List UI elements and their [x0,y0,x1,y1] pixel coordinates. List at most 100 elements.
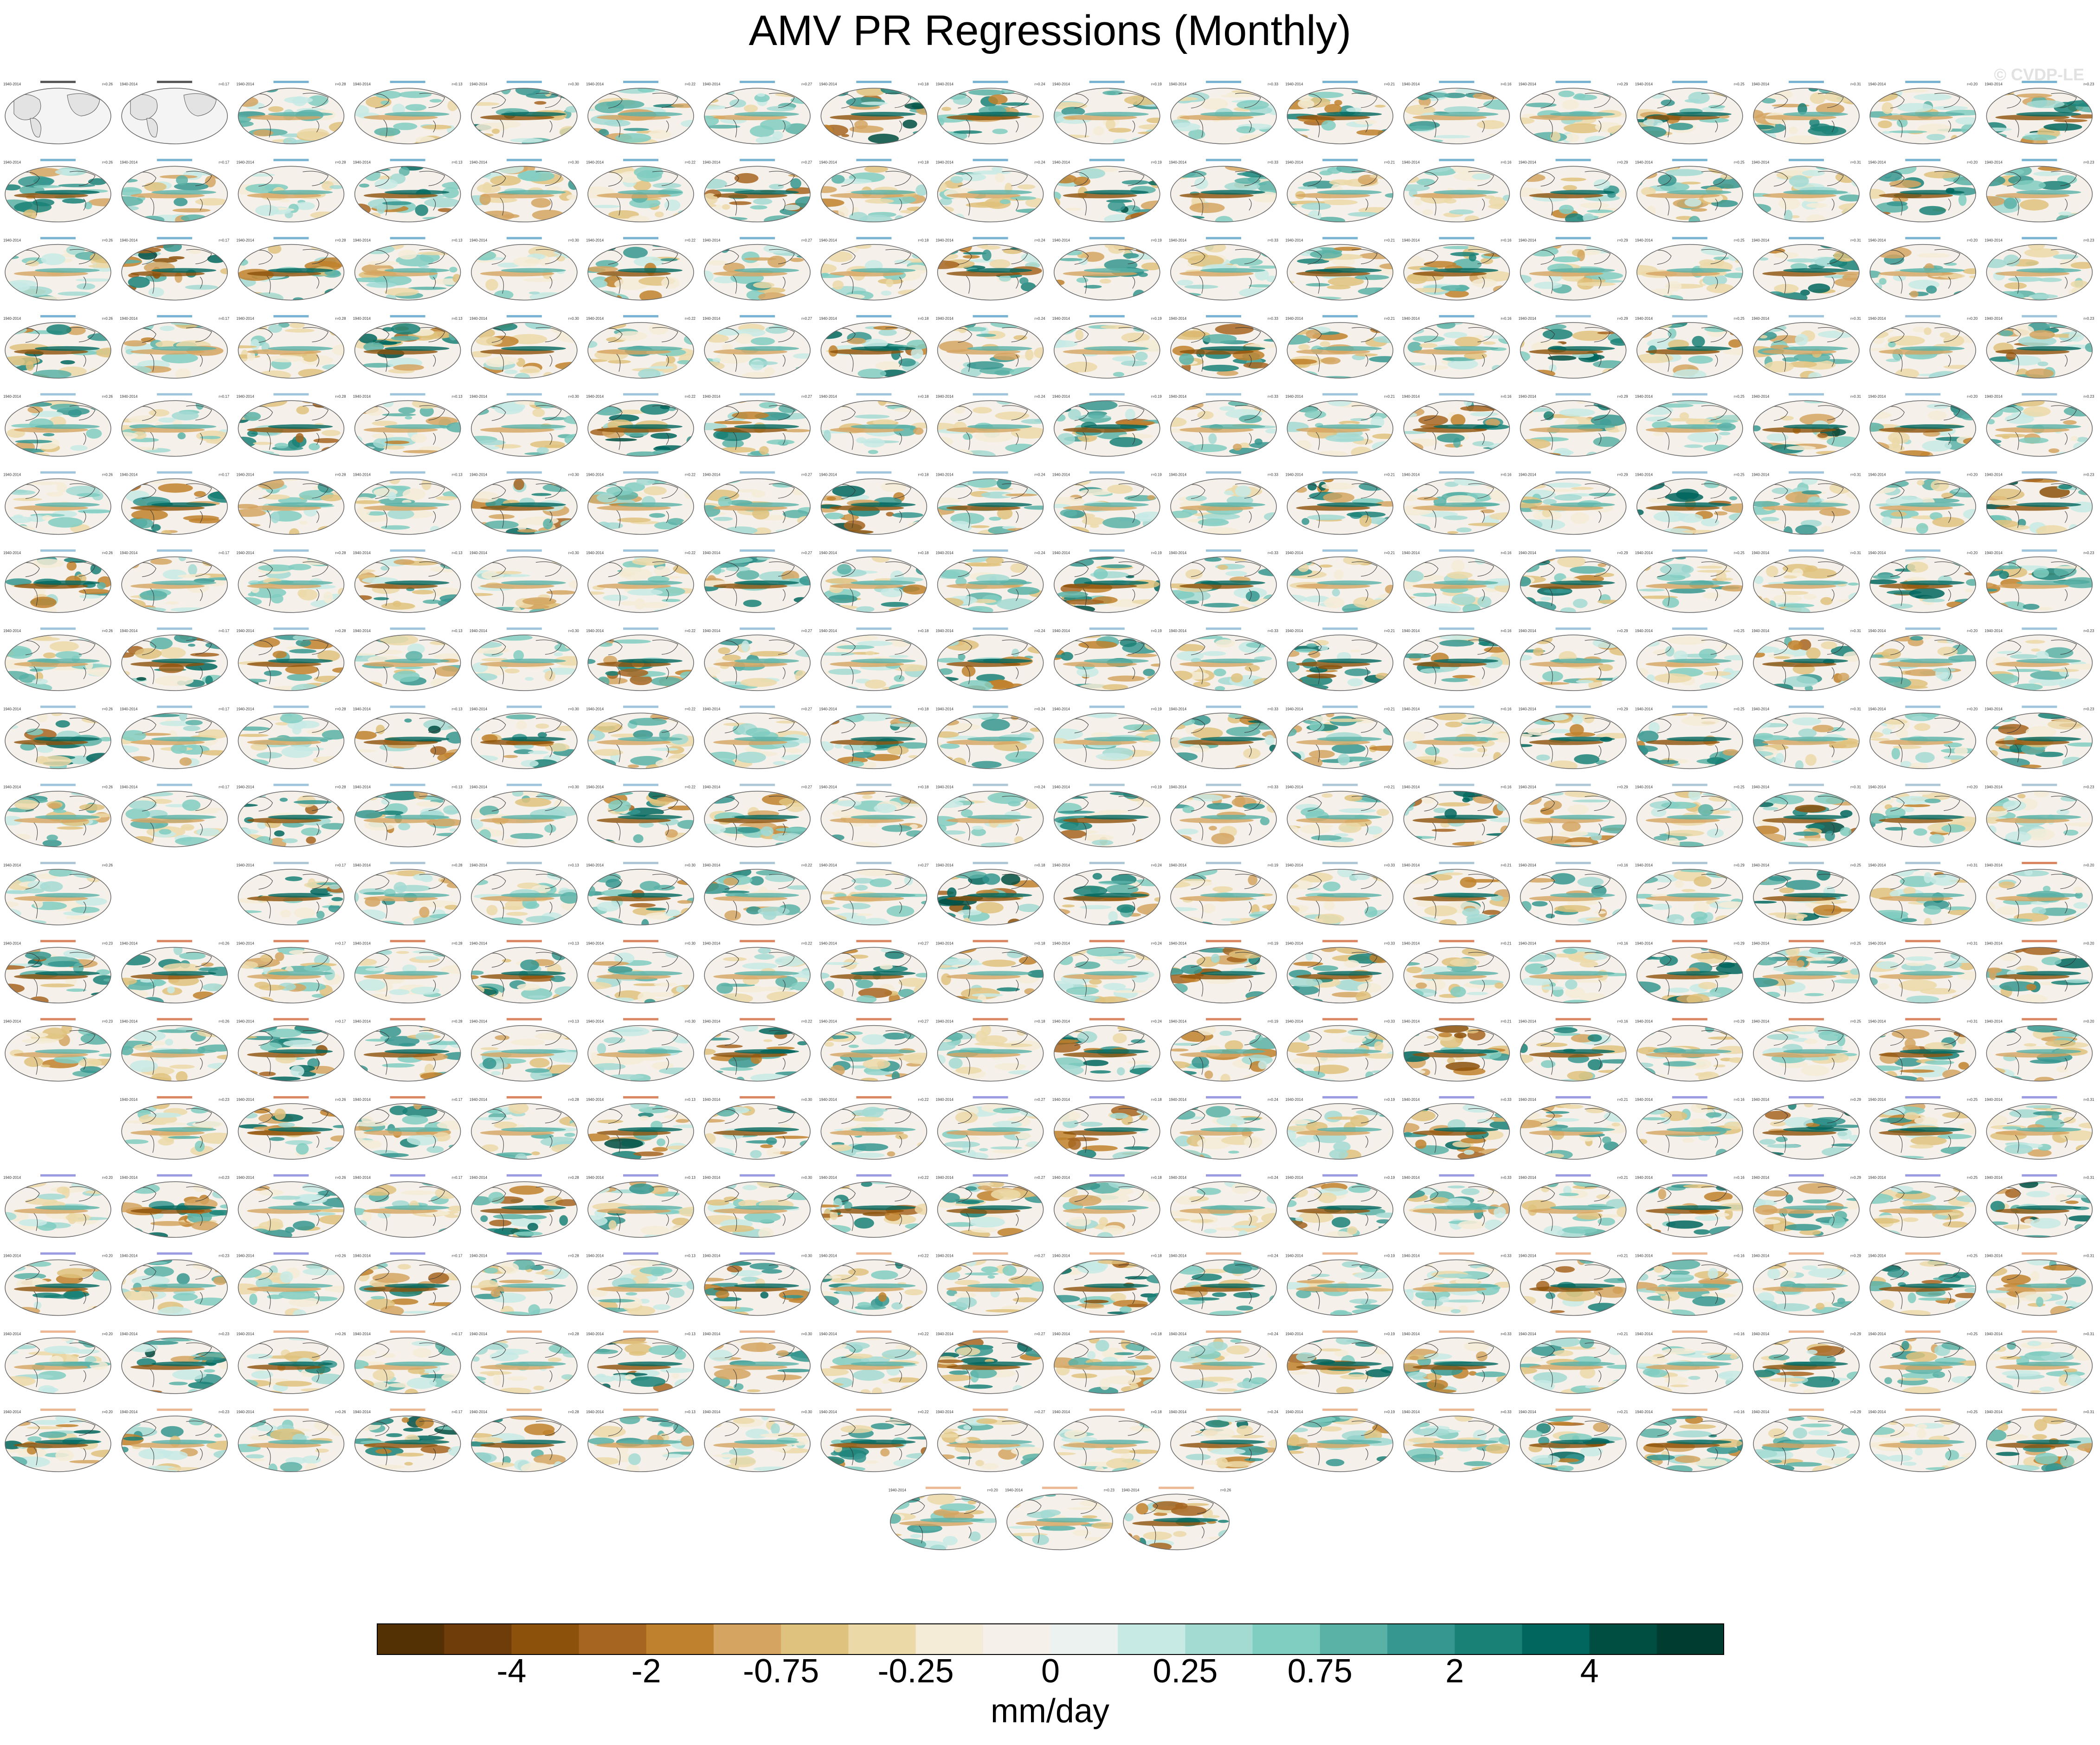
map-panel: 1940-2014 r=0.13 [353,159,463,223]
panel-correlation: r=0.21 [1384,82,1395,86]
panel-period: 1940-2014 [1984,551,2003,555]
panel-title [973,1252,1008,1255]
panel-period: 1940-2014 [1868,1176,1886,1180]
map-panel: 1940-2014 r=0.18 [1052,1096,1162,1160]
panel-period: 1940-2014 [1402,941,1420,945]
panel-period: 1940-2014 [120,473,138,477]
panel-period: 1940-2014 [936,785,954,789]
map-panel: 1940-2014 r=0.28 [236,705,346,769]
panel-title [1672,1409,1707,1411]
panel-period: 1940-2014 [1752,160,1770,164]
panel-period: 1940-2014 [1868,707,1886,711]
map-panel: 1940-2014 r=0.28 [353,940,463,1004]
panel-title [506,159,542,162]
map-panel: 1940-2014 r=0.17 [236,1018,346,1082]
map-panel: 1940-2014 r=0.16 [1402,783,1512,847]
panel-period: 1940-2014 [1402,473,1420,477]
panel-correlation: r=0.29 [1734,1020,1745,1024]
panel-period: 1940-2014 [3,239,21,243]
map-panel: 1940-2014 r=0.26 [120,940,230,1004]
panel-title [273,783,309,786]
panel-correlation: r=0.19 [1384,1254,1395,1258]
panel-period: 1940-2014 [1169,394,1187,399]
map-panel: 1940-2014 r=0.20 [3,1409,113,1472]
map-panel: 1940-2014 r=0.25 [1752,1018,1862,1082]
map-panel: 1940-2014 r=0.16 [1402,705,1512,769]
panel-correlation: r=0.30 [568,551,579,555]
map-panel: 1940-2014 r=0.28 [236,393,346,457]
panel-correlation: r=0.17 [452,1332,463,1336]
panel-correlation: r=0.31 [1850,785,1861,789]
panel-correlation: r=0.25 [1850,1020,1861,1024]
panel-period: 1940-2014 [1519,1020,1537,1024]
panel-title [1089,81,1125,83]
panel-correlation: r=0.29 [1617,317,1628,321]
panel-period: 1940-2014 [1752,1176,1770,1180]
panel-title [1322,1409,1358,1411]
map-panel: 1940-2014 r=0.23 [1984,549,2094,613]
panel-title [40,940,76,943]
panel-title [157,1018,193,1021]
panel-title [1439,1252,1475,1255]
panel-correlation: r=0.26 [102,82,113,86]
panel-correlation: r=0.24 [1268,1254,1278,1258]
panel-period: 1940-2014 [1984,1254,2003,1258]
panel-title [740,783,775,786]
panel-title [273,471,309,474]
panel-correlation: r=0.24 [1268,1332,1278,1336]
panel-title [1206,159,1241,162]
panel-title [390,393,425,396]
map-panel: 1940-2014 r=0.23 [120,1252,230,1316]
panel-correlation: r=0.26 [102,160,113,164]
panel-title [740,940,775,943]
panel-title [1322,1174,1358,1177]
panel-period: 1940-2014 [819,473,837,477]
panel-period: 1940-2014 [936,1410,954,1414]
panel-period: 1940-2014 [1519,160,1537,164]
panel-correlation: r=0.18 [918,629,928,633]
map-panel: 1940-2014 r=0.13 [353,705,463,769]
panel-period: 1940-2014 [1984,1098,2003,1102]
panel-correlation: r=0.23 [219,1176,229,1180]
panel-correlation: r=0.13 [452,785,463,789]
panel-title [1555,315,1591,317]
map-panel: 1940-2014 r=0.33 [1169,783,1279,847]
panel-title [1905,862,1941,864]
panel-title [506,315,542,317]
panel-correlation: r=0.31 [1850,473,1861,477]
colorbar-tick-label: 0.25 [1153,1653,1218,1690]
map-panel: 1940-2014 r=0.27 [936,1252,1045,1316]
panel-title [40,315,76,317]
panel-correlation: r=0.20 [1967,82,1978,86]
map-panel: 1940-2014 r=0.33 [1169,471,1279,535]
panel-correlation: r=0.21 [1384,160,1395,164]
panel-correlation: r=0.27 [918,941,928,945]
map-panel: 1940-2014 r=0.19 [1052,549,1162,613]
panel-title [1089,1174,1125,1177]
panel-title [623,1252,658,1255]
panel-period: 1940-2014 [120,1332,138,1336]
panel-period: 1940-2014 [1752,473,1770,477]
panel-correlation: r=0.24 [1268,1176,1278,1180]
map-panel: 1940-2014 r=0.23 [120,1330,230,1394]
panel-period: 1940-2014 [819,1098,837,1102]
panel-period: 1940-2014 [1052,629,1070,633]
map-panel: 1940-2014 r=0.30 [470,237,579,301]
panel-title [1206,1252,1241,1255]
panel-correlation: r=0.16 [1734,1410,1745,1414]
panel-correlation: r=0.33 [1268,82,1278,86]
panel-correlation: r=0.20 [1967,239,1978,243]
map-panel: 1940-2014 r=0.27 [702,159,812,223]
map-panel: 1940-2014 r=0.26 [3,393,113,457]
panel-title [390,1096,425,1099]
map-panel: 1940-2014 r=0.26 [3,471,113,535]
map-panel: 1940-2014 r=0.17 [120,549,230,613]
map-panel: 1940-2014 r=0.28 [353,1018,463,1082]
panel-period: 1940-2014 [1868,551,1886,555]
panel-title [740,1330,775,1333]
map-panel: 1940-2014 r=0.28 [470,1096,579,1160]
panel-period: 1940-2014 [1519,629,1537,633]
panel-correlation: r=0.27 [801,160,812,164]
colorbar-swatch [511,1623,580,1655]
panel-title [273,940,309,943]
